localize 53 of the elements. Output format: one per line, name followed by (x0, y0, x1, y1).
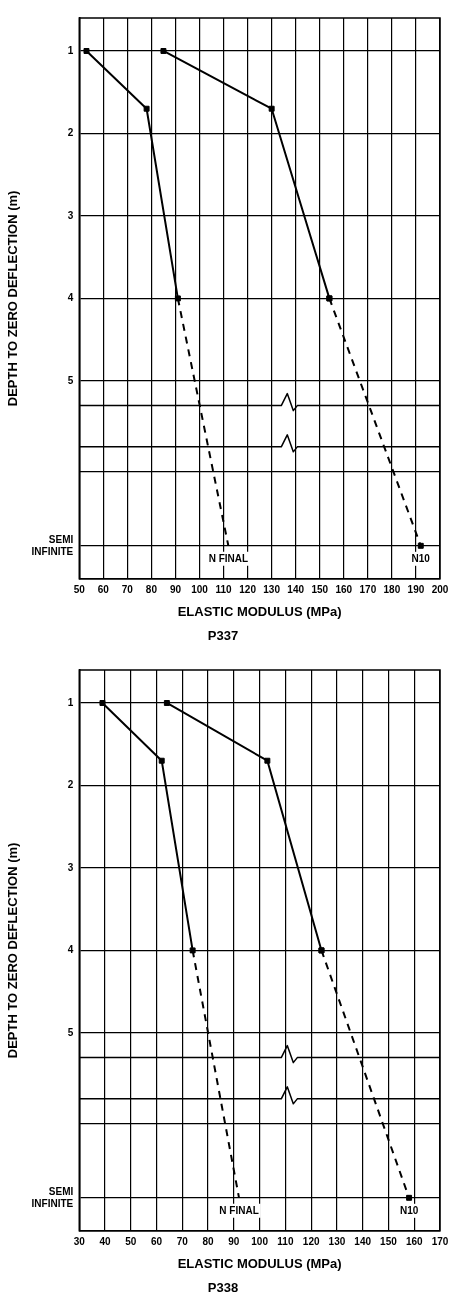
x-tick-label: 150 (311, 583, 329, 595)
x-tick-label: 80 (145, 583, 158, 595)
x-tick-label: 170 (359, 583, 377, 595)
x-tick-label: 70 (176, 1235, 189, 1247)
y-tick-label: 5 (67, 1026, 74, 1038)
text: P337 (207, 627, 239, 643)
x-tick-label: 160 (405, 1235, 424, 1247)
y-tick-label: SEMI INFINITE (31, 533, 74, 557)
x-tick-label: 100 (251, 1235, 269, 1247)
x-tick-label: 110 (277, 1235, 294, 1247)
x-axis-title: ELASTIC MODULUS (MPa) (177, 1256, 342, 1272)
y-axis-title: DEPTH TO ZERO DEFLECTION (m) (5, 842, 21, 1059)
x-tick-label: 180 (383, 583, 401, 595)
annotation: N FINAL (208, 552, 249, 564)
x-tick-label: 30 (73, 1235, 86, 1247)
y-tick-label: 3 (67, 861, 74, 873)
x-tick-label: 120 (302, 1235, 320, 1247)
x-tick-label: 50 (73, 583, 86, 595)
x-tick-label: 60 (97, 583, 110, 595)
y-tick-label: 4 (67, 944, 74, 956)
annotation: N10 (411, 552, 431, 564)
x-tick-label: 120 (239, 583, 257, 595)
x-axis-title: ELASTIC MODULUS (MPa) (177, 604, 342, 620)
x-tick-label: 130 (328, 1235, 346, 1247)
y-tick-label: 1 (67, 44, 74, 56)
annotation: N10 (399, 1204, 419, 1216)
x-tick-label: 100 (191, 583, 209, 595)
x-tick-label: 150 (380, 1235, 398, 1247)
text: P338 (207, 1279, 239, 1295)
x-tick-label: 140 (287, 583, 305, 595)
y-tick-label: 1 (67, 696, 74, 708)
x-tick-label: 190 (407, 583, 425, 595)
x-tick-label: 90 (228, 1235, 240, 1247)
y-axis-title: DEPTH TO ZERO DEFLECTION (m) (5, 190, 21, 407)
x-tick-label: 90 (169, 583, 182, 595)
y-tick-label: 2 (67, 779, 74, 791)
x-tick-label: 70 (121, 583, 134, 595)
annotation: N FINAL (219, 1204, 259, 1216)
x-tick-label: 130 (263, 583, 281, 595)
x-tick-label: 140 (354, 1235, 372, 1247)
x-tick-label: 40 (99, 1235, 112, 1247)
y-tick-label: SEMI INFINITE (31, 1185, 74, 1209)
y-tick-label: 3 (67, 209, 74, 221)
x-tick-label: 110 (215, 583, 233, 595)
x-tick-label: 170 (431, 1235, 449, 1247)
y-tick-label: 4 (67, 292, 74, 304)
y-tick-label: 2 (67, 127, 74, 139)
x-tick-label: 50 (125, 1235, 137, 1247)
x-tick-label: 80 (202, 1235, 215, 1247)
x-tick-label: 160 (335, 583, 353, 595)
x-tick-label: 200 (431, 583, 449, 595)
x-tick-label: 60 (151, 1235, 163, 1247)
y-tick-label: 5 (67, 374, 74, 386)
